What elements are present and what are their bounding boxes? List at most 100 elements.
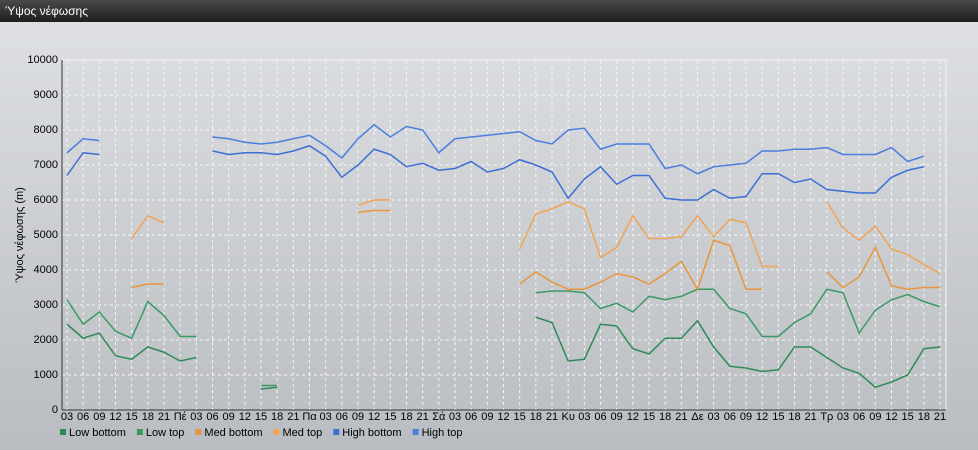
x-tick-label: 06: [206, 411, 218, 423]
x-tick-label: 06: [77, 411, 89, 423]
series-line: [518, 200, 779, 268]
y-axis-label: Ύψος νέφωσης (m): [14, 187, 26, 283]
x-tick-label: 18: [530, 411, 542, 423]
x-tick-label: Δε: [691, 411, 703, 423]
legend-swatch: [136, 429, 143, 435]
x-tick-label: 06: [853, 411, 865, 423]
series-line: [66, 299, 197, 340]
series-line: [357, 209, 391, 213]
x-tick-label: 12: [368, 411, 380, 423]
x-tick-label: 09: [740, 411, 752, 423]
chart-title: Ύψος νέφωσης: [5, 4, 88, 18]
x-tick-label: 18: [271, 411, 283, 423]
legend-swatch: [195, 429, 202, 435]
x-tick-label: 12: [109, 411, 121, 423]
legend-swatch: [412, 429, 419, 435]
x-tick-label: 03: [837, 411, 849, 423]
x-tick-label: 09: [352, 411, 364, 423]
x-tick-label: 21: [934, 411, 946, 423]
x-tick-label: 12: [627, 411, 639, 423]
x-tick-label: 06: [594, 411, 606, 423]
legend-label: Low bottom: [69, 427, 126, 439]
x-tick-label: 18: [400, 411, 412, 423]
x-tick-label: 21: [675, 411, 687, 423]
x-tick-label: 09: [481, 411, 493, 423]
x-tick-label: 03: [320, 411, 332, 423]
series-line: [260, 386, 278, 390]
x-tick-label: 09: [93, 411, 105, 423]
y-tick-label: 4000: [34, 264, 58, 276]
x-tick-label: 15: [514, 411, 526, 423]
x-tick-label: 15: [126, 411, 138, 423]
x-tick-label: 18: [918, 411, 930, 423]
x-tick-label: 21: [805, 411, 817, 423]
x-tick-label: 21: [417, 411, 429, 423]
legend-label: Med top: [283, 427, 323, 439]
y-tick-label: 2000: [34, 334, 58, 346]
x-tick-label: 21: [546, 411, 558, 423]
x-tick-label: 15: [255, 411, 267, 423]
legend-label: High top: [422, 427, 463, 439]
legend-swatch: [273, 429, 280, 435]
y-tick-label: 10000: [27, 54, 58, 66]
x-tick-label: 03: [190, 411, 202, 423]
y-tick-label: 8000: [34, 124, 58, 136]
x-tick-label: 12: [885, 411, 897, 423]
x-tick-label: 15: [772, 411, 784, 423]
x-tick-label: 09: [869, 411, 881, 423]
series-line: [519, 239, 763, 292]
series-line: [66, 323, 197, 362]
series-line: [535, 288, 941, 338]
x-tick-label: 18: [788, 411, 800, 423]
x-tick-label: 15: [384, 411, 396, 423]
y-tick-label: 5000: [34, 229, 58, 241]
x-tick-label: 03: [449, 411, 461, 423]
x-tick-label: 12: [497, 411, 509, 423]
x-tick-label: 06: [465, 411, 477, 423]
x-tick-label: 21: [158, 411, 170, 423]
x-tick-label: 06: [336, 411, 348, 423]
series-line: [826, 201, 941, 275]
x-tick-label: Τρ: [820, 411, 833, 423]
legend-label: Low top: [146, 427, 185, 439]
x-tick-label: 06: [724, 411, 736, 423]
y-tick-label: 1000: [34, 369, 58, 381]
x-tick-label: 09: [611, 411, 623, 423]
x-tick-label: 15: [643, 411, 655, 423]
x-tick-label: Κυ: [561, 411, 574, 423]
x-tick-label: 03: [578, 411, 590, 423]
legend-swatch: [60, 429, 66, 435]
header: [0, 0, 978, 22]
series-line: [66, 137, 100, 154]
series-line: [535, 316, 941, 389]
series-line: [357, 199, 391, 206]
x-tick-label: 03: [708, 411, 720, 423]
y-tick-label: 9000: [34, 89, 58, 101]
x-tick-label: 03: [61, 411, 73, 423]
legend-label: High bottom: [342, 427, 401, 439]
x-tick-label: 18: [142, 411, 154, 423]
series-line: [66, 151, 100, 176]
x-tick-label: 09: [223, 411, 235, 423]
x-tick-label: 21: [287, 411, 299, 423]
y-tick-label: 6000: [34, 194, 58, 206]
legend-swatch: [333, 429, 340, 435]
y-tick-label: 7000: [34, 159, 58, 171]
series-line: [212, 123, 925, 175]
series-line: [131, 283, 164, 289]
series-line: [212, 144, 924, 201]
x-tick-label: 15: [902, 411, 914, 423]
x-tick-label: 18: [659, 411, 671, 423]
x-tick-label: Σά: [432, 411, 446, 423]
x-tick-label: Πα: [302, 411, 317, 423]
x-tick-label: 12: [239, 411, 251, 423]
series-line: [826, 245, 940, 291]
series-line: [131, 214, 165, 239]
legend-label: Med bottom: [204, 427, 262, 439]
y-tick-label: 0: [52, 404, 58, 416]
x-tick-label: Πέ: [174, 411, 187, 423]
x-tick-label: 12: [756, 411, 768, 423]
